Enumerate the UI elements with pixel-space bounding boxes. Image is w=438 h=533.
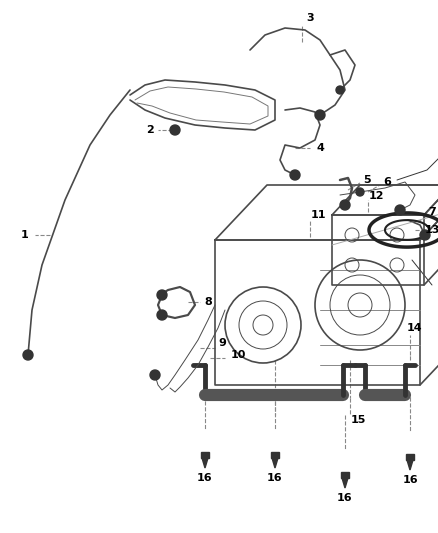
Text: 16: 16 (197, 473, 213, 483)
Circle shape (420, 230, 430, 240)
Text: 16: 16 (337, 493, 353, 503)
Text: 11: 11 (310, 210, 326, 220)
Polygon shape (407, 460, 413, 470)
FancyBboxPatch shape (271, 452, 279, 458)
Polygon shape (202, 458, 208, 468)
Circle shape (170, 125, 180, 135)
Polygon shape (272, 458, 278, 468)
Text: 4: 4 (316, 143, 324, 153)
Text: 15: 15 (350, 415, 366, 425)
Circle shape (150, 370, 160, 380)
Text: 5: 5 (363, 175, 371, 185)
Text: 16: 16 (402, 475, 418, 485)
Circle shape (157, 290, 167, 300)
Text: 12: 12 (368, 191, 384, 201)
Text: 6: 6 (383, 177, 391, 187)
Text: 2: 2 (146, 125, 154, 135)
Text: 14: 14 (407, 323, 423, 333)
Text: 10: 10 (230, 350, 246, 360)
Circle shape (336, 86, 344, 94)
Circle shape (356, 188, 364, 196)
Circle shape (315, 110, 325, 120)
FancyBboxPatch shape (201, 452, 209, 458)
Text: 3: 3 (306, 13, 314, 23)
Text: 7: 7 (428, 207, 436, 217)
Circle shape (340, 200, 350, 210)
FancyBboxPatch shape (406, 454, 414, 460)
Text: 1: 1 (21, 230, 29, 240)
Text: 16: 16 (267, 473, 283, 483)
Circle shape (23, 350, 33, 360)
Circle shape (157, 310, 167, 320)
Circle shape (290, 170, 300, 180)
Text: 13: 13 (424, 225, 438, 235)
Text: 8: 8 (204, 297, 212, 307)
Text: 9: 9 (218, 338, 226, 348)
FancyBboxPatch shape (341, 472, 349, 478)
Polygon shape (342, 478, 348, 488)
Circle shape (395, 205, 405, 215)
